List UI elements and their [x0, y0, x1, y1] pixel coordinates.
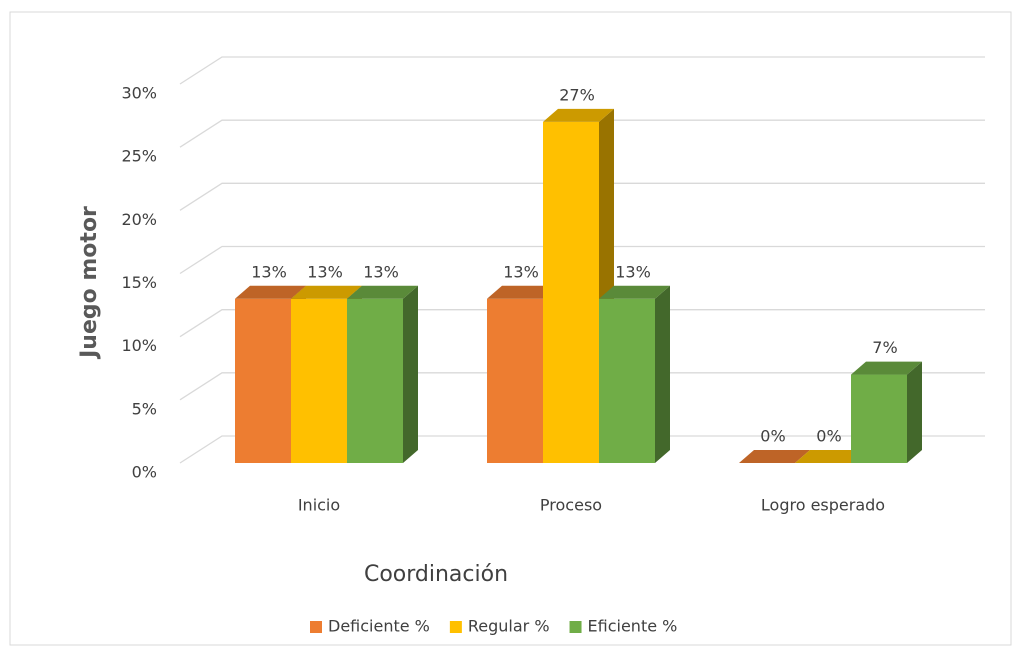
data-label: 13%: [503, 262, 539, 281]
bar-front: [235, 298, 291, 463]
data-label: 13%: [615, 262, 651, 281]
data-label: 0%: [816, 427, 841, 446]
data-label: 13%: [307, 262, 343, 281]
data-label: 7%: [872, 338, 897, 357]
bar: [347, 285, 418, 463]
bar-front: [851, 374, 907, 463]
grid-line: [179, 435, 985, 464]
x-tick-label: Proceso: [540, 496, 602, 515]
y-tick-label: 0%: [132, 463, 157, 482]
bar: [599, 285, 670, 463]
bar-side: [403, 285, 418, 463]
legend-label: Eficiente %: [588, 617, 678, 636]
bar: [851, 361, 922, 463]
bar: [795, 450, 866, 463]
grid-line: [179, 119, 985, 148]
y-tick-label: 5%: [132, 399, 157, 418]
bar-top: [851, 361, 922, 375]
bar-front: [599, 298, 655, 463]
legend-label: Deficiente %: [328, 617, 430, 636]
data-label: 13%: [363, 262, 399, 281]
x-tick-label: Logro esperado: [761, 496, 885, 515]
bar-top: [543, 108, 614, 122]
bar: [739, 450, 810, 463]
y-tick-label: 25%: [121, 147, 157, 166]
bar-top: [487, 285, 558, 299]
bar-front: [543, 121, 599, 464]
bar-top: [291, 285, 362, 299]
bar-top: [795, 450, 866, 463]
y-tick-label: 10%: [121, 336, 157, 355]
bar-front: [347, 298, 403, 463]
bar-top: [347, 285, 418, 299]
legend-swatch: [310, 621, 322, 633]
grid-line: [179, 309, 985, 338]
grid-line: [179, 56, 985, 85]
bar-front: [291, 298, 347, 463]
data-label: 27%: [559, 85, 595, 104]
x-tick-label: Inicio: [298, 496, 340, 515]
grid-line: [179, 245, 985, 275]
grid-line: [179, 372, 985, 401]
bar-top: [599, 285, 670, 299]
bar-side: [655, 285, 670, 463]
y-tick-label: 15%: [121, 273, 157, 292]
data-label: 0%: [760, 427, 785, 446]
legend-swatch: [569, 621, 582, 633]
bar-side: [907, 361, 922, 463]
x-axis-title: Coordinación: [364, 562, 508, 587]
bar-top: [235, 285, 306, 299]
bar-top: [739, 450, 810, 463]
legend-swatch: [449, 621, 462, 633]
legend-label: Regular %: [468, 617, 550, 636]
y-axis-title: Juego motor: [77, 206, 102, 360]
data-label: 13%: [251, 262, 287, 281]
y-tick-label: 20%: [121, 210, 157, 229]
y-tick-label: 30%: [121, 84, 157, 103]
bar-front: [487, 298, 543, 463]
grid-line: [179, 182, 985, 211]
